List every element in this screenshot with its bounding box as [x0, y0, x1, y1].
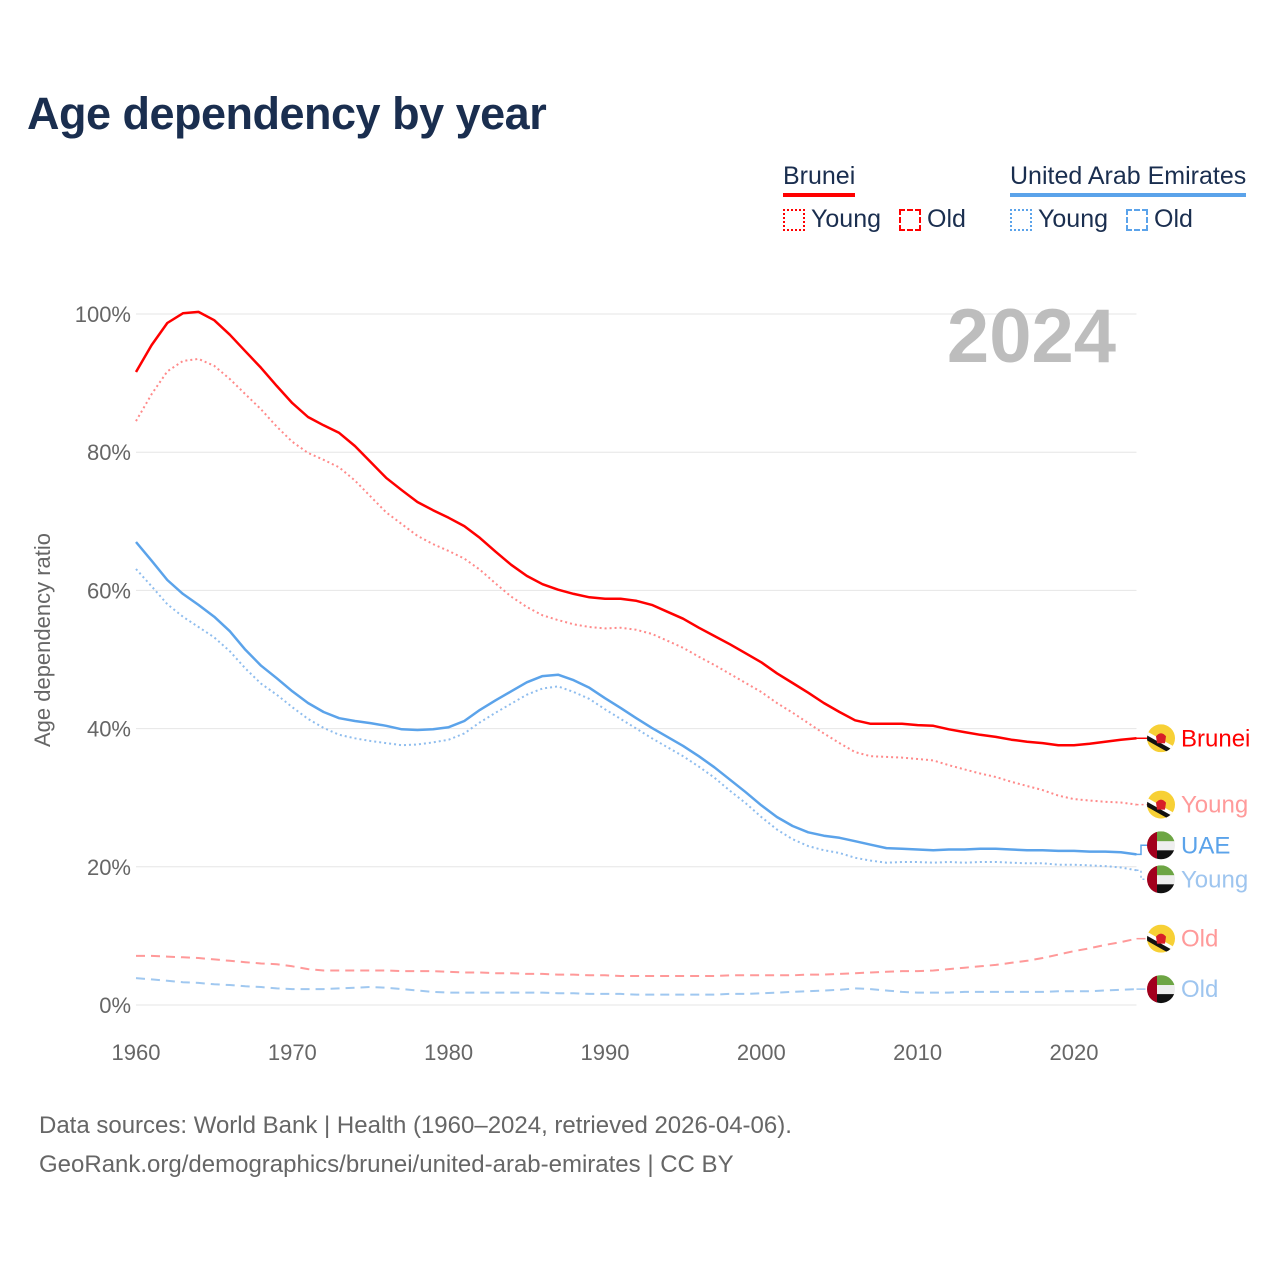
- x-tick-label: 1970: [268, 1040, 317, 1065]
- dotted-swatch-icon: [783, 208, 805, 231]
- series-line-united-arab-emirates-young[interactable]: [135, 568, 1137, 872]
- uae-flag-icon: [1147, 865, 1175, 894]
- y-tick-label: 60%: [87, 578, 131, 603]
- data-sources: Data sources: World Bank | Health (1960–…: [39, 1112, 792, 1139]
- series-lines: [134, 310, 1137, 996]
- gridlines: [136, 313, 1137, 1006]
- legend-item-uae-young[interactable]: Young: [1010, 205, 1108, 234]
- legend-country-brunei[interactable]: Brunei: [783, 162, 856, 197]
- series-line-united-arab-emirates[interactable]: [135, 541, 1137, 856]
- legend-item-uae-old[interactable]: Old: [1126, 205, 1193, 234]
- x-tick-label: 2020: [1049, 1040, 1098, 1065]
- legend-country-uae[interactable]: United Arab Emirates: [1010, 162, 1247, 197]
- dotted-swatch-icon: [1010, 208, 1032, 231]
- end-label-text: Young: [1181, 866, 1248, 893]
- end-label-brunei: Brunei: [1136, 724, 1250, 753]
- legend-brunei: Brunei Young Old: [783, 162, 984, 234]
- end-label-text: Young: [1181, 792, 1248, 819]
- series-line-brunei-old[interactable]: [136, 937, 1137, 977]
- x-tick-label: 1990: [581, 1040, 630, 1065]
- dashed-swatch-icon: [1126, 208, 1148, 231]
- dashed-swatch-icon: [899, 208, 921, 231]
- legend-item-brunei-old[interactable]: Old: [899, 205, 966, 234]
- y-tick-label: 0%: [99, 993, 131, 1018]
- end-labels: Brunei Young UAE Young Old Old: [1136, 724, 1250, 1004]
- end-label-united-arab-emirates-young: Young: [1136, 865, 1248, 894]
- year-watermark: 2024: [947, 294, 1116, 379]
- chart-title: Age dependency by year: [27, 88, 547, 139]
- footer: Data sources: World Bank | Health (1960–…: [39, 1106, 792, 1184]
- brunei-flag-icon: [1147, 724, 1175, 753]
- y-tick-label: 80%: [87, 440, 131, 465]
- end-label-text: Old: [1181, 976, 1218, 1003]
- end-label-text: UAE: [1181, 832, 1230, 859]
- source-link[interactable]: GeoRank.org/demographics/brunei/united-a…: [39, 1151, 734, 1178]
- end-label-text: Brunei: [1181, 725, 1250, 752]
- uae-flag-icon: [1147, 831, 1175, 860]
- series-line-brunei-young[interactable]: [135, 357, 1137, 806]
- axis-ticks: 0% 20% 40% 60% 80% 100% 1960 1970 1980 1990 2000 20…: [75, 302, 1099, 1065]
- end-label-united-arab-emirates-old: Old: [1136, 975, 1218, 1004]
- x-tick-label: 2000: [737, 1040, 786, 1065]
- series-line-brunei[interactable]: [134, 310, 1137, 747]
- end-label-brunei-young: Young: [1136, 790, 1248, 819]
- leader-line: [1136, 844, 1147, 856]
- x-tick-label: 1960: [112, 1040, 161, 1065]
- end-label-united-arab-emirates: UAE: [1136, 831, 1230, 860]
- series-line-united-arab-emirates-old[interactable]: [135, 977, 1137, 996]
- x-tick-label: 1980: [424, 1040, 473, 1065]
- legend-item-brunei-young[interactable]: Young: [783, 205, 881, 234]
- y-axis-label: Age dependency ratio: [30, 533, 55, 747]
- x-tick-label: 2010: [893, 1040, 942, 1065]
- y-tick-label: 40%: [87, 717, 131, 742]
- y-tick-label: 20%: [87, 855, 131, 880]
- brunei-flag-icon: [1147, 790, 1175, 819]
- end-label-text: Old: [1181, 926, 1218, 953]
- legend-label: Young: [811, 205, 881, 233]
- legend-label: Old: [1154, 205, 1193, 233]
- uae-flag-icon: [1147, 975, 1175, 1004]
- legend-uae: United Arab Emirates Young Old: [1010, 162, 1247, 234]
- brunei-flag-icon: [1147, 924, 1175, 953]
- end-label-brunei-old: Old: [1136, 924, 1218, 953]
- leader-line: [1136, 869, 1147, 881]
- legend-label: Old: [927, 205, 966, 233]
- y-tick-label: 100%: [75, 302, 131, 327]
- legend-label: Young: [1038, 205, 1108, 233]
- line-chart: 2024 Age dependency ratio 0% 20% 40% 60% 80%…: [30, 294, 1250, 1065]
